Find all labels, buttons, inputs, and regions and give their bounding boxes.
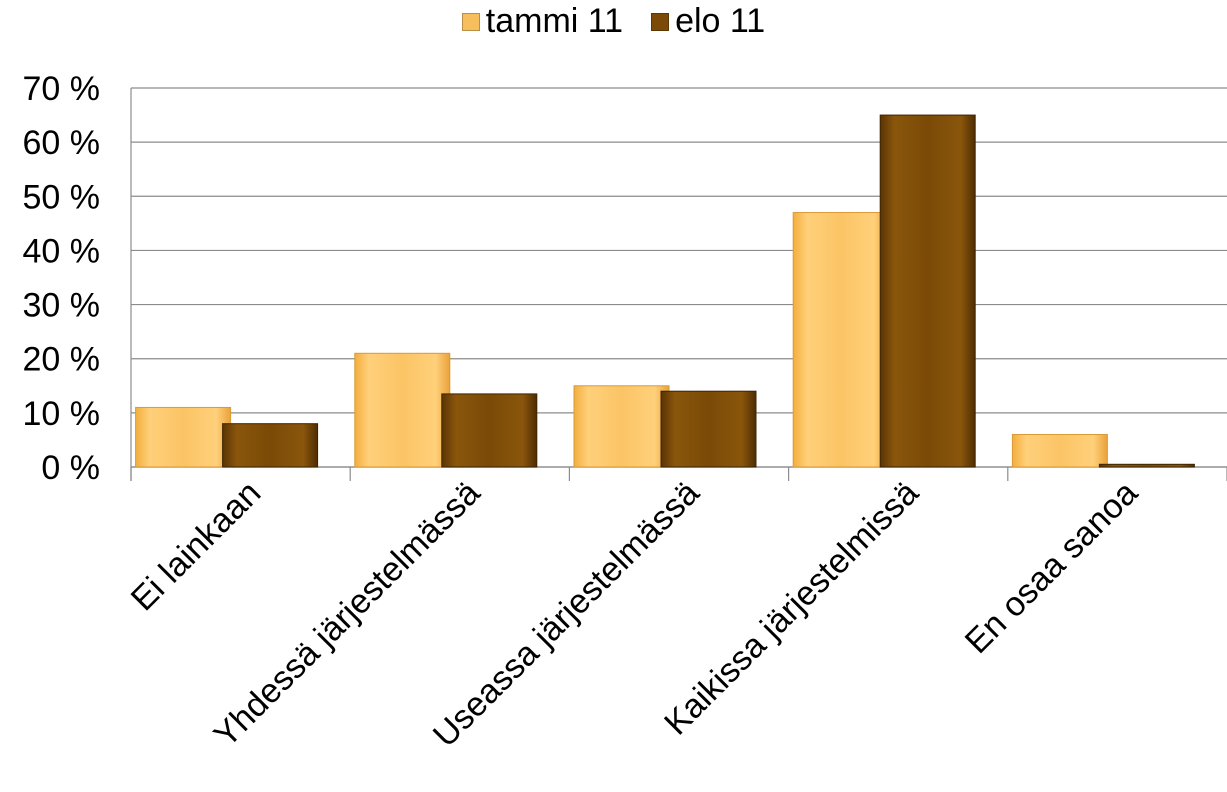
y-tick-label: 20 % bbox=[23, 341, 101, 379]
y-tick-label: 0 % bbox=[41, 449, 100, 487]
y-tick-label: 60 % bbox=[23, 124, 101, 162]
legend-label-tammi: tammi 11 bbox=[485, 2, 624, 40]
bar-elo bbox=[1098, 463, 1195, 468]
y-tick-label: 70 % bbox=[23, 70, 101, 108]
legend-swatch-elo bbox=[651, 12, 670, 31]
bar-tammi bbox=[1011, 434, 1108, 468]
y-tick-label: 50 % bbox=[23, 178, 101, 216]
bar-elo bbox=[222, 423, 319, 468]
legend-item-tammi: tammi 11 bbox=[461, 2, 624, 41]
y-tick-label: 10 % bbox=[23, 395, 101, 433]
bar-elo bbox=[441, 393, 538, 468]
bar-tammi bbox=[135, 406, 232, 468]
bar-tammi bbox=[792, 212, 889, 468]
bar-elo bbox=[879, 114, 976, 468]
legend: tammi 11 elo 11 bbox=[0, 2, 1227, 41]
legend-swatch-tammi bbox=[461, 12, 480, 31]
bar-tammi bbox=[573, 385, 670, 468]
x-tick-label: Kaikissa järjestelmissä bbox=[657, 474, 926, 743]
x-tick-label: En osaa sanoa bbox=[958, 474, 1145, 661]
bar-tammi bbox=[354, 352, 451, 468]
y-tick-label: 30 % bbox=[23, 287, 101, 325]
legend-item-elo: elo 11 bbox=[651, 2, 765, 41]
bar-elo bbox=[660, 390, 757, 468]
y-tick-label: 40 % bbox=[23, 232, 101, 270]
legend-label-elo: elo 11 bbox=[675, 2, 766, 40]
x-tick-label: Ei lainkaan bbox=[124, 474, 268, 618]
